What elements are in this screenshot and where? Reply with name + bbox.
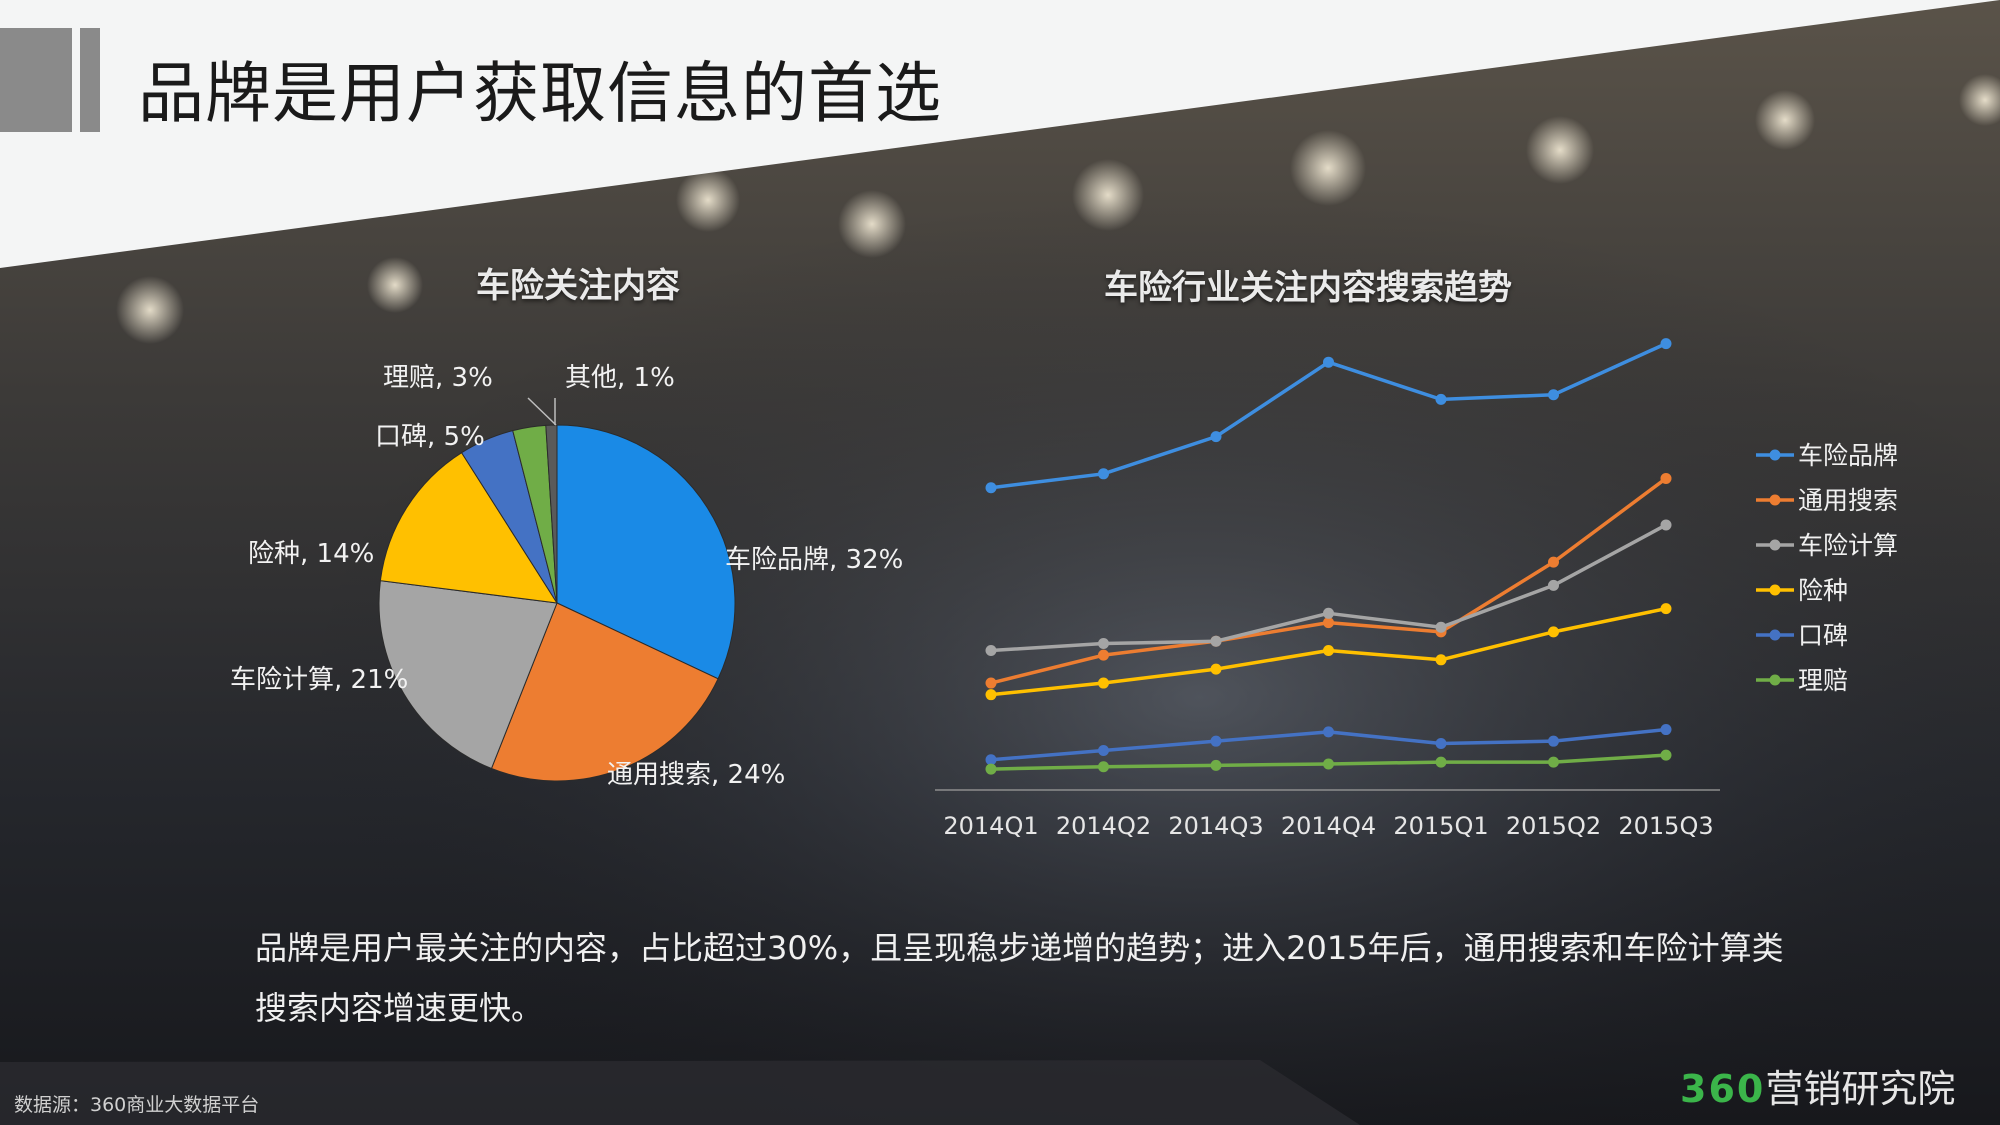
legend-label-3: 车险计算 xyxy=(1798,531,1898,560)
series-6-point-6 xyxy=(1548,756,1559,768)
brand-name: 营销研究院 xyxy=(1765,1067,1956,1111)
accent-bar-narrow xyxy=(80,28,100,132)
brand-number: 360 xyxy=(1680,1067,1766,1111)
series-1-point-2 xyxy=(1098,468,1109,480)
x-tick-label-2015Q2: 2015Q2 xyxy=(1506,812,1601,840)
series-4-point-1 xyxy=(985,689,997,701)
series-3-point-7 xyxy=(1660,519,1672,531)
series-5-point-7 xyxy=(1660,724,1672,736)
series-5-point-4 xyxy=(1323,726,1334,738)
legend-label-5: 口碑 xyxy=(1798,621,1848,650)
summary-text: 品牌是用户最关注的内容，占比超过30%，且呈现稳步递增的趋势；进入2015年后，… xyxy=(255,918,1875,1038)
legend-label-2: 通用搜索 xyxy=(1798,486,1898,515)
x-tick-label-2014Q1: 2014Q1 xyxy=(943,812,1038,840)
legend-label-6: 理赔 xyxy=(1798,666,1848,695)
series-4-point-7 xyxy=(1660,603,1672,615)
x-tick-label-2014Q4: 2014Q4 xyxy=(1281,812,1376,840)
series-1-point-3 xyxy=(1210,431,1222,443)
pie-label-2: 通用搜索, 24% xyxy=(607,760,785,790)
series-1-point-7 xyxy=(1660,338,1672,350)
pie-chart-title: 车险关注内容 xyxy=(476,266,680,306)
pie-leader-line-1 xyxy=(527,397,557,426)
pie-label-5: 口碑, 5% xyxy=(375,422,485,452)
series-2-point-7 xyxy=(1660,472,1672,484)
accent-bar-wide xyxy=(0,28,72,132)
series-6-point-2 xyxy=(1098,761,1109,773)
series-2-point-2 xyxy=(1098,649,1109,661)
series-4-point-4 xyxy=(1323,645,1334,656)
legend-marker-2 xyxy=(1769,494,1781,506)
series-3-point-2 xyxy=(1098,638,1109,650)
series-5-point-1 xyxy=(985,754,997,766)
top-white-band xyxy=(0,0,2000,268)
series-4-point-6 xyxy=(1548,626,1559,638)
legend-marker-4 xyxy=(1769,584,1781,596)
series-1-point-1 xyxy=(985,482,997,494)
data-source-note: 数据源：360商业大数据平台 xyxy=(14,1094,260,1116)
series-5-point-3 xyxy=(1210,735,1222,747)
series-6-point-5 xyxy=(1435,756,1447,768)
x-tick-label-2015Q1: 2015Q1 xyxy=(1393,812,1488,840)
legend-marker-3 xyxy=(1769,539,1781,551)
series-4-point-3 xyxy=(1210,663,1222,675)
series-6-point-1 xyxy=(985,763,997,775)
x-tick-label-2014Q2: 2014Q2 xyxy=(1056,812,1151,840)
series-3-point-3 xyxy=(1210,635,1222,647)
pie-slice-7 xyxy=(545,424,558,604)
legend-label-1: 车险品牌 xyxy=(1798,441,1898,470)
pie-slice-2 xyxy=(490,602,719,782)
series-2-point-1 xyxy=(985,677,997,689)
series-1-point-6 xyxy=(1548,389,1559,401)
pie-slice-3 xyxy=(378,580,558,770)
pie-slice-4 xyxy=(379,452,558,604)
pie-label-1: 车险品牌, 32% xyxy=(725,545,903,575)
series-6-point-4 xyxy=(1323,758,1334,770)
x-tick-label-2015Q3: 2015Q3 xyxy=(1618,812,1713,840)
series-3-point-6 xyxy=(1548,579,1559,591)
page-title: 品牌是用户获取信息的首选 xyxy=(138,55,942,132)
series-2-point-4 xyxy=(1323,617,1334,629)
series-3-point-1 xyxy=(985,645,997,656)
series-5-point-6 xyxy=(1548,735,1559,747)
series-1-point-4 xyxy=(1323,356,1334,368)
summary-line-2: 搜索内容增速更快。 xyxy=(255,989,544,1027)
pie-label-4: 险种, 14% xyxy=(248,539,374,569)
line-chart-title: 车险行业关注内容搜索趋势 xyxy=(1104,268,1512,308)
pie-label-6: 理赔, 3% xyxy=(383,363,493,393)
x-tick-label-2014Q3: 2014Q3 xyxy=(1168,812,1263,840)
summary-line-1: 品牌是用户最关注的内容，占比超过30%，且呈现稳步递增的趋势；进入2015年后，… xyxy=(255,929,1784,967)
legend-marker-6 xyxy=(1769,674,1781,686)
series-6-point-7 xyxy=(1660,749,1672,761)
series-6-point-3 xyxy=(1210,759,1222,771)
series-1-point-5 xyxy=(1435,393,1447,405)
legend-marker-1 xyxy=(1769,449,1781,461)
series-2-point-6 xyxy=(1548,556,1559,568)
brand-logo: 360营销研究院 xyxy=(1680,1058,1955,1113)
series-5-point-5 xyxy=(1435,738,1447,749)
legend-marker-5 xyxy=(1769,629,1781,641)
pie-label-7: 其他, 1% xyxy=(565,363,675,393)
pie-slice-1 xyxy=(556,424,736,680)
title-accent-bars xyxy=(0,28,100,132)
series-3-point-5 xyxy=(1435,621,1447,633)
pie-chart: 车险品牌, 32% 通用搜索, 24% 车险计算, 21% 险种, 14% 口碑, 5%… xyxy=(230,363,903,790)
series-4-point-2 xyxy=(1098,677,1109,689)
series-4-point-5 xyxy=(1435,654,1447,666)
series-5-point-2 xyxy=(1098,744,1109,756)
line-chart: 2014Q1 2014Q2 2014Q3 2014Q4 2015Q1 2015Q2 2015… xyxy=(935,338,1898,840)
legend-label-4: 险种 xyxy=(1798,576,1848,605)
pie-label-3: 车险计算, 21% xyxy=(230,665,408,695)
series-3-point-4 xyxy=(1323,607,1334,619)
series-line-3 xyxy=(990,523,1667,653)
